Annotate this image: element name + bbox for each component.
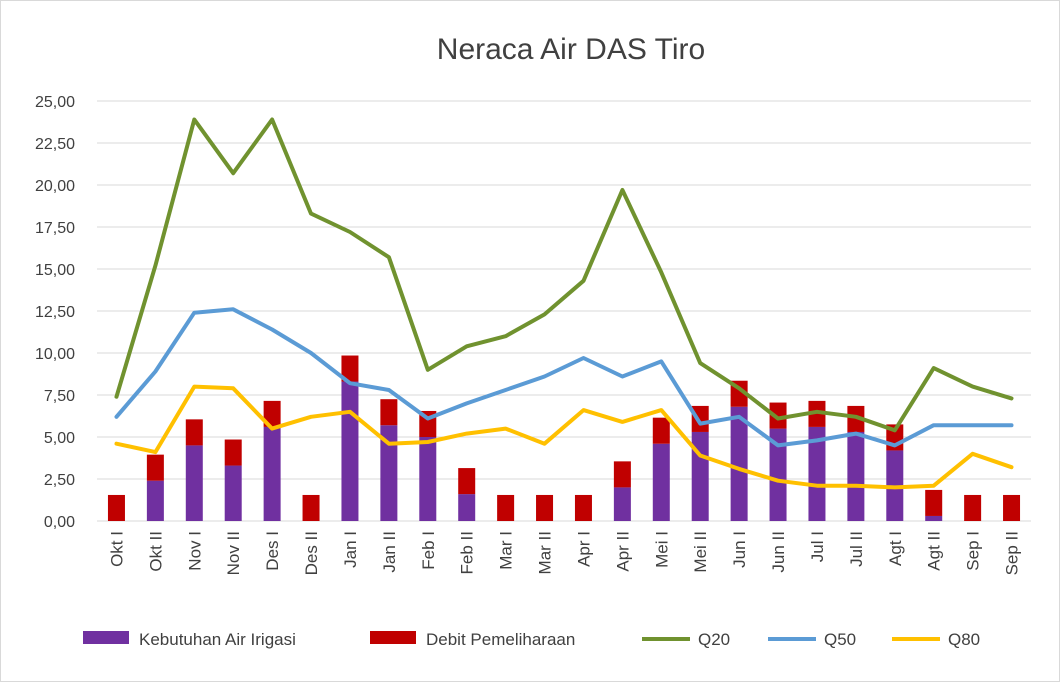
y-tick-label: 0,00 [44, 514, 75, 531]
legend-label: Q50 [824, 630, 856, 649]
bar-debit-pemeliharaan [224, 439, 242, 466]
legend-label: Q20 [698, 630, 730, 649]
bar-debit-pemeliharaan [263, 400, 281, 427]
x-tick-label: Jul II [847, 531, 866, 567]
bar-debit-pemeliharaan [302, 494, 320, 521]
x-tick-label: Jul I [808, 531, 827, 562]
bar-debit-pemeliharaan [652, 417, 670, 444]
x-tick-label: Nov I [185, 531, 204, 571]
bar-debit-pemeliharaan [925, 489, 943, 516]
x-axis-ticks: Okt I Okt II Nov I Nov II Des I Des II Jan I Ja… [107, 531, 1021, 575]
bar-debit-pemeliharaan [536, 494, 554, 521]
bar-debit-pemeliharaan [808, 400, 826, 427]
bar-kebutuhan-air-irigasi [613, 487, 631, 521]
bar-kebutuhan-air-irigasi [652, 443, 670, 521]
y-tick-label: 17,50 [35, 220, 75, 237]
bar-kebutuhan-air-irigasi [691, 431, 709, 521]
x-tick-label: Okt II [146, 531, 165, 572]
y-tick-label: 2,50 [44, 472, 75, 489]
y-axis-ticks: 0,00 2,50 5,00 7,50 10,00 12,50 15,00 17,50 20,0… [35, 94, 75, 531]
lines [114, 117, 1014, 490]
bar-kebutuhan-air-irigasi [925, 515, 943, 521]
bar-kebutuhan-air-irigasi [808, 426, 826, 521]
x-tick-label: Mei I [652, 531, 671, 568]
line-q50 [114, 307, 1014, 448]
bar-kebutuhan-air-irigasi [185, 445, 203, 521]
x-tick-label: Agt I [886, 531, 905, 566]
legend-label: Q80 [948, 630, 980, 649]
y-tick-label: 5,00 [44, 430, 75, 447]
y-tick-label: 15,00 [35, 262, 75, 279]
bar-debit-pemeliharaan [769, 402, 787, 429]
bar-debit-pemeliharaan [185, 419, 203, 446]
bar-debit-pemeliharaan [613, 461, 631, 488]
y-tick-label: 25,00 [35, 94, 75, 111]
bar-kebutuhan-air-irigasi [146, 480, 164, 521]
bar-kebutuhan-air-irigasi [380, 425, 398, 521]
y-tick-label: 20,00 [35, 178, 75, 195]
y-tick-label: 10,00 [35, 346, 75, 363]
legend-swatch [83, 631, 129, 644]
bars [107, 355, 1021, 521]
x-tick-label: Mei II [691, 531, 710, 573]
bar-debit-pemeliharaan [1003, 494, 1021, 521]
bar-kebutuhan-air-irigasi [224, 465, 242, 521]
bar-debit-pemeliharaan [497, 494, 515, 521]
x-tick-label: Apr I [574, 531, 593, 567]
bar-debit-pemeliharaan [847, 405, 865, 432]
legend-label: Debit Pemeliharaan [426, 630, 575, 649]
x-tick-label: Okt I [107, 531, 126, 567]
bar-kebutuhan-air-irigasi [341, 381, 359, 521]
bar-debit-pemeliharaan [107, 494, 125, 521]
x-tick-label: Apr II [613, 531, 632, 572]
bar-kebutuhan-air-irigasi [730, 406, 748, 521]
line-q20 [114, 117, 1014, 433]
chart-title: Neraca Air DAS Tiro [437, 33, 705, 66]
x-tick-label: Jun I [730, 531, 749, 568]
x-tick-label: Des II [302, 531, 321, 575]
x-tick-label: Sep II [1003, 531, 1022, 575]
bar-kebutuhan-air-irigasi [769, 428, 787, 521]
y-tick-label: 22,50 [35, 136, 75, 153]
x-tick-label: Sep I [964, 531, 983, 571]
bar-debit-pemeliharaan [691, 405, 709, 432]
gridlines [97, 100, 1031, 522]
x-tick-label: Mar II [536, 531, 555, 574]
legend: Kebutuhan Air Irigasi Debit Pemeliharaan Q… [83, 630, 980, 649]
bar-kebutuhan-air-irigasi [847, 431, 865, 521]
x-tick-label: Feb I [419, 531, 438, 570]
bar-debit-pemeliharaan [964, 494, 982, 521]
x-tick-label: Jan II [380, 531, 399, 573]
x-tick-label: Mar I [497, 531, 516, 570]
y-tick-label: 7,50 [44, 388, 75, 405]
line-q80 [114, 384, 1014, 490]
bar-kebutuhan-air-irigasi [263, 426, 281, 521]
bar-kebutuhan-air-irigasi [419, 437, 437, 521]
bar-debit-pemeliharaan [574, 494, 592, 521]
x-tick-label: Des I [263, 531, 282, 571]
y-tick-label: 12,50 [35, 304, 75, 321]
legend-swatch [370, 631, 416, 644]
x-tick-label: Agt II [925, 531, 944, 571]
x-tick-label: Jan I [341, 531, 360, 568]
bar-debit-pemeliharaan [341, 355, 359, 382]
x-tick-label: Nov II [224, 531, 243, 575]
bar-kebutuhan-air-irigasi [458, 494, 476, 521]
x-tick-label: Jun II [769, 531, 788, 573]
legend-label: Kebutuhan Air Irigasi [139, 630, 296, 649]
bar-debit-pemeliharaan [380, 399, 398, 426]
bar-debit-pemeliharaan [146, 454, 164, 481]
x-tick-label: Feb II [458, 531, 477, 574]
bar-debit-pemeliharaan [458, 468, 476, 495]
